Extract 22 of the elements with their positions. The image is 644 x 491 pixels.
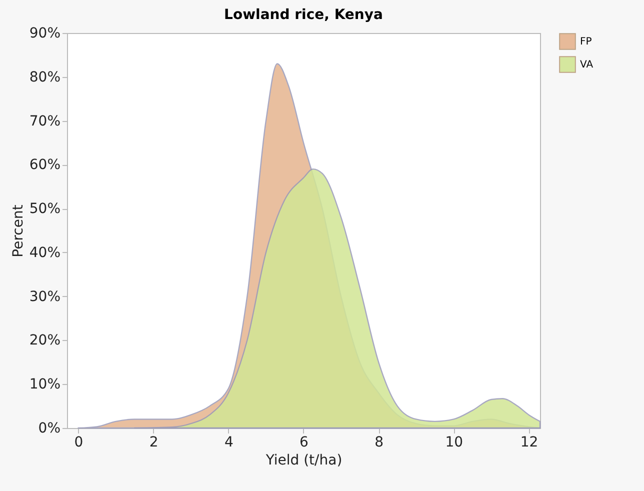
y-tick-label: 50% xyxy=(29,201,60,218)
x-tick-label: 0 xyxy=(74,434,84,450)
x-tick-label: 6 xyxy=(300,434,309,450)
y-tick-label: 80% xyxy=(29,69,60,86)
x-tick-label: 8 xyxy=(374,434,384,450)
legend-label: VA xyxy=(580,60,594,70)
y-tick-label: 30% xyxy=(29,288,60,305)
y-axis-title: Percent xyxy=(10,204,26,258)
y-tick-label: 70% xyxy=(29,113,60,130)
legend-label: FP xyxy=(580,36,592,48)
chart-title: Lowland rice, Kenya xyxy=(224,7,383,23)
x-tick-label: 4 xyxy=(224,434,234,450)
y-tick-label: 40% xyxy=(29,244,60,261)
y-tick-label: 90% xyxy=(29,26,60,42)
y-tick-label: 20% xyxy=(29,332,60,349)
x-tick-label: 2 xyxy=(149,434,158,450)
x-tick-label: 12 xyxy=(520,434,538,450)
x-axis-title: Yield (t/ha) xyxy=(264,452,342,468)
y-tick-label: 10% xyxy=(29,376,60,393)
y-tick-label: 0% xyxy=(38,420,60,436)
y-tick-label: 60% xyxy=(29,157,60,174)
x-tick-label: 10 xyxy=(445,434,464,450)
